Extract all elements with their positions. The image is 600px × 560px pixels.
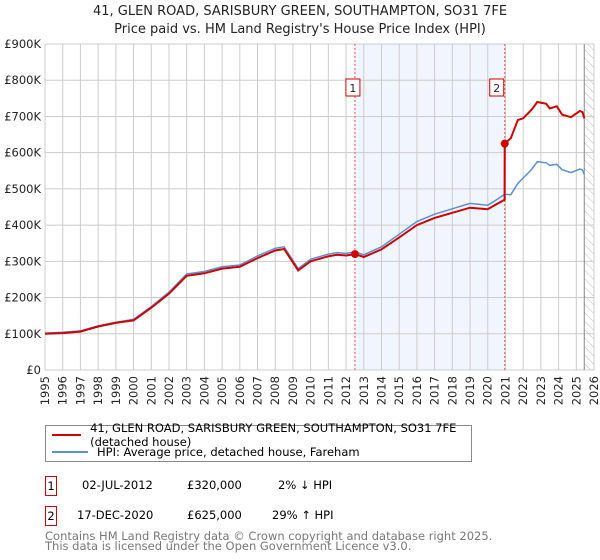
y-tick-label: £0 xyxy=(26,363,41,377)
sale-label: 2 xyxy=(493,82,500,95)
x-tick-label: 2001 xyxy=(144,376,158,405)
transaction-price: £625,000 xyxy=(187,508,242,522)
transaction-hpi: 2% ↓ HPI xyxy=(278,478,333,492)
x-tick-label: 2023 xyxy=(534,376,548,405)
transaction-hpi: 29% ↑ HPI xyxy=(272,508,334,522)
x-tick-label: 2026 xyxy=(587,376,600,405)
footer-licence: This data is licensed under the Open Gov… xyxy=(45,539,412,553)
y-tick-label: £300K xyxy=(4,254,41,268)
x-tick-label: 2019 xyxy=(463,376,477,405)
transaction-badge: 1 xyxy=(45,476,57,496)
sale-point xyxy=(350,250,359,259)
chart-subtitle: Price paid vs. HM Land Registry's House … xyxy=(114,22,486,37)
x-tick-label: 2008 xyxy=(268,376,282,405)
x-tick-label: 2024 xyxy=(552,376,566,405)
x-tick-label: 2018 xyxy=(445,376,459,405)
x-tick-label: 2009 xyxy=(286,376,300,405)
legend-blue-line xyxy=(52,451,88,453)
x-tick-label: 2014 xyxy=(374,376,388,405)
legend-hpi: HPI: Average price, detached house, Fare… xyxy=(97,445,360,459)
x-tick-label: 2022 xyxy=(516,376,530,405)
x-tick-label: 2013 xyxy=(357,376,371,405)
y-tick-label: £800K xyxy=(4,73,41,87)
x-tick-label: 1999 xyxy=(109,376,123,405)
x-tick-label: 2012 xyxy=(339,376,353,405)
legend-property: 41, GLEN ROAD, SARISBURY GREEN, SOUTHAMP… xyxy=(90,421,457,449)
x-tick-label: 2017 xyxy=(428,376,442,405)
y-tick-label: £200K xyxy=(4,291,41,305)
sale-label-box xyxy=(345,78,361,97)
y-tick-label: £500K xyxy=(4,182,41,196)
x-tick-label: 2016 xyxy=(410,376,424,405)
x-tick-label: 2003 xyxy=(180,376,194,405)
footer-copyright: Contains HM Land Registry data © Crown c… xyxy=(45,529,493,543)
x-tick-label: 2015 xyxy=(392,376,406,405)
x-tick-label: 2025 xyxy=(569,376,583,405)
y-tick-label: £900K xyxy=(4,37,41,51)
transaction-row: 1 02-JUL-2012 £320,000 2% ↓ HPI xyxy=(45,476,445,496)
sale-label: 1 xyxy=(349,82,356,95)
transaction-date: 17-DEC-2020 xyxy=(77,508,154,522)
x-tick-label: 2005 xyxy=(215,376,229,405)
x-tick-label: 2007 xyxy=(251,376,265,405)
x-tick-label: 1997 xyxy=(73,376,87,405)
transaction-price: £320,000 xyxy=(187,478,242,492)
x-tick-label: 2011 xyxy=(321,376,335,405)
legend-red-line xyxy=(52,434,82,436)
legend: 41, GLEN ROAD, SARISBURY GREEN, SOUTHAMP… xyxy=(45,421,472,462)
x-tick-label: 1995 xyxy=(38,376,52,405)
sale-point xyxy=(500,139,509,148)
transaction-date: 02-JUL-2012 xyxy=(82,478,153,492)
transaction-row: 2 17-DEC-2020 £625,000 29% ↑ HPI xyxy=(45,506,445,526)
y-tick-label: £100K xyxy=(4,327,41,341)
x-tick-label: 2000 xyxy=(127,376,141,405)
x-tick-label: 1996 xyxy=(56,376,70,405)
x-tick-label: 2020 xyxy=(481,376,495,405)
x-tick-label: 2004 xyxy=(197,376,211,405)
x-tick-label: 2010 xyxy=(304,376,318,405)
y-tick-label: £400K xyxy=(4,218,41,232)
sale-label-box xyxy=(489,78,505,97)
price-chart: 1995 1996 1997 1998 1999 2000 2001 2002 2003 2004… xyxy=(4,37,600,405)
y-tick-label: £700K xyxy=(4,109,41,123)
property-price-line xyxy=(44,100,586,335)
x-tick-label: 1998 xyxy=(91,376,105,405)
x-tick-label: 2006 xyxy=(233,376,247,405)
transaction-badge: 2 xyxy=(45,506,57,526)
forecast-hatch xyxy=(584,44,594,370)
chart-title: 41, GLEN ROAD, SARISBURY GREEN, SOUTHAMP… xyxy=(92,4,508,19)
x-tick-label: 2021 xyxy=(498,376,512,405)
sale-period-shading xyxy=(354,44,505,370)
x-tick-label: 2002 xyxy=(162,376,176,405)
hpi-line xyxy=(44,160,585,334)
y-tick-label: £600K xyxy=(4,146,41,160)
